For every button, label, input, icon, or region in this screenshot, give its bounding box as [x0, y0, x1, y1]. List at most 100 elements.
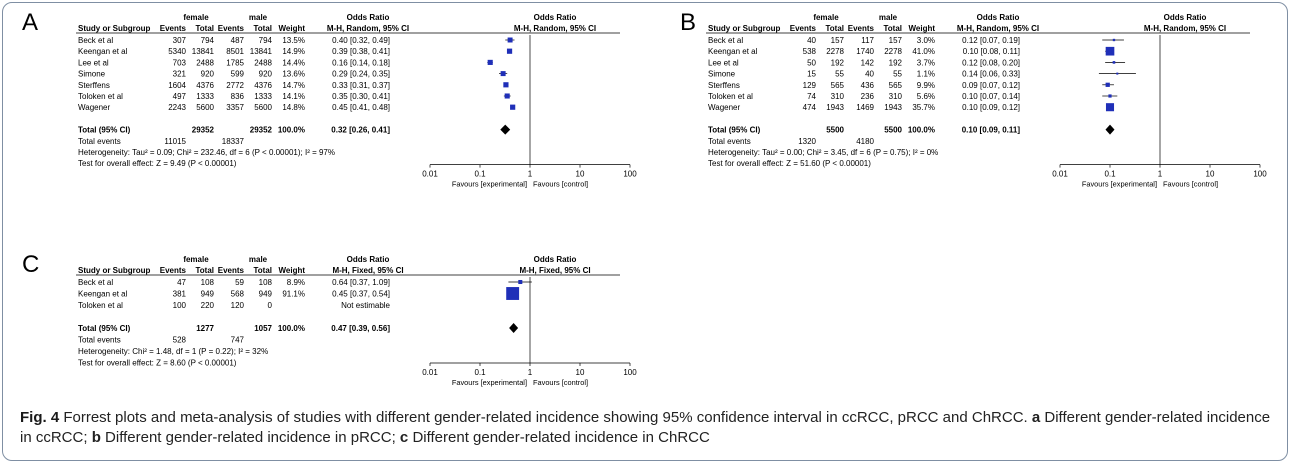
- study-weight: 9.9%: [917, 81, 935, 90]
- study-total1: 565: [831, 81, 845, 90]
- study-marker: [1105, 103, 1115, 112]
- pooled-diamond: [500, 124, 511, 135]
- caption-a: Different gender-related incidence in cc…: [20, 409, 1271, 446]
- method-left: M-H, Random, 95% CI: [327, 24, 409, 33]
- study-name: Beck et al: [78, 36, 113, 45]
- study-marker: [487, 59, 493, 65]
- x-tick-label: 10: [576, 170, 585, 179]
- study-events1: 321: [173, 70, 187, 79]
- study-name: Toloken et al: [708, 92, 753, 101]
- study-events2: 1469: [856, 103, 874, 112]
- col-header-study: Study or Subgroup: [78, 266, 151, 275]
- study-total2: 2278: [884, 47, 902, 56]
- study-total1: 220: [201, 301, 215, 310]
- study-name: Sterffens: [708, 81, 740, 90]
- study-marker: [503, 82, 509, 88]
- study-marker: [518, 279, 523, 285]
- study-name: Toloken et al: [78, 92, 123, 101]
- col-header-total2: Total: [253, 266, 272, 275]
- study-total2: 949: [259, 290, 273, 299]
- col-header-total2: Total: [253, 24, 272, 33]
- study-weight: 1.1%: [917, 70, 935, 79]
- study-events2: 2772: [226, 81, 244, 90]
- col-header-weight: Weight: [278, 266, 305, 275]
- study-events1: 538: [803, 47, 817, 56]
- study-ci: 0.64 [0.37, 1.09]: [332, 278, 390, 287]
- study-weight: 14.8%: [282, 103, 305, 112]
- total-total2: 5500: [884, 126, 902, 135]
- study-marker: [506, 48, 513, 54]
- heterogeneity: Heterogeneity: Tau² = 0.09; Chi² = 232.4…: [78, 148, 335, 157]
- study-ci: 0.12 [0.08, 0.20]: [962, 58, 1020, 67]
- total-label: Total (95% CI): [708, 126, 761, 135]
- study-total1: 2488: [196, 58, 214, 67]
- total-weight: 100.0%: [278, 324, 305, 333]
- panel-letter: B: [680, 9, 696, 36]
- study-weight: 3.7%: [917, 58, 935, 67]
- study-marker: [507, 37, 513, 43]
- study-weight: 35.7%: [912, 103, 935, 112]
- caption-c: Different gender-related incidence in Ch…: [412, 429, 710, 446]
- study-events2: 59: [235, 278, 244, 287]
- events-group2: 4180: [856, 137, 874, 146]
- study-events1: 1604: [168, 81, 186, 90]
- x-tick-label: 0.1: [474, 170, 486, 179]
- study-weight: 14.9%: [282, 47, 305, 56]
- study-name: Keengan et al: [78, 290, 128, 299]
- study-total1: 310: [831, 92, 845, 101]
- x-tick-label: 1: [1158, 170, 1163, 179]
- total-total2: 1057: [254, 324, 272, 333]
- study-total1: 55: [835, 70, 844, 79]
- study-events2: 8501: [226, 47, 244, 56]
- method-right: M-H, Random, 95% CI: [1144, 24, 1226, 33]
- study-total2: 2488: [254, 58, 272, 67]
- caption-text: Forrest plots and meta-analysis of studi…: [63, 409, 1028, 426]
- overall-effect: Test for overall effect: Z = 9.49 (P < 0…: [78, 159, 237, 168]
- total-total1: 5500: [826, 126, 844, 135]
- study-ci: 0.45 [0.37, 0.54]: [332, 290, 390, 299]
- caption-label: Fig. 4: [20, 409, 60, 426]
- study-name: Wagener: [78, 103, 111, 112]
- study-total1: 794: [201, 36, 215, 45]
- study-events2: 1785: [226, 58, 244, 67]
- x-tick-label: 1: [528, 368, 533, 377]
- col-header-weight: Weight: [908, 24, 935, 33]
- figure-caption: Fig. 4 Forrest plots and meta-analysis o…: [20, 408, 1275, 448]
- favours-left: Favours [experimental]: [1082, 180, 1157, 189]
- heterogeneity: Heterogeneity: Tau² = 0.00; Chi² = 3.45,…: [708, 148, 938, 157]
- study-name: Toloken et al: [78, 301, 123, 310]
- study-marker: [500, 71, 506, 77]
- study-events2: 40: [865, 70, 874, 79]
- events-label: Total events: [78, 137, 121, 146]
- caption-a-label: a: [1031, 409, 1041, 426]
- study-ci: Not estimable: [341, 301, 390, 310]
- favours-right: Favours [control]: [533, 378, 588, 387]
- x-tick-label: 0.01: [422, 170, 438, 179]
- study-events1: 497: [173, 92, 187, 101]
- events-label: Total events: [708, 137, 751, 146]
- study-ci: 0.39 [0.38, 0.41]: [332, 47, 390, 56]
- total-ci: 0.47 [0.39, 0.56]: [331, 324, 390, 333]
- method-left: M-H, Fixed, 95% CI: [332, 266, 403, 275]
- study-ci: 0.35 [0.30, 0.41]: [332, 92, 390, 101]
- overall-effect: Test for overall effect: Z = 51.60 (P < …: [708, 159, 871, 168]
- col-header-events1: Events: [790, 24, 817, 33]
- study-events1: 5340: [168, 47, 186, 56]
- study-name: Simone: [78, 70, 106, 79]
- study-weight: 91.1%: [282, 290, 305, 299]
- study-name: Lee et al: [78, 58, 109, 67]
- study-total2: 157: [889, 36, 903, 45]
- study-events1: 74: [807, 92, 816, 101]
- study-events2: 487: [231, 36, 245, 45]
- study-total1: 949: [201, 290, 215, 299]
- col-header-weight: Weight: [278, 24, 305, 33]
- x-tick-label: 100: [1253, 170, 1267, 179]
- panel-letter: A: [22, 9, 38, 36]
- method-right: M-H, Fixed, 95% CI: [519, 266, 590, 275]
- study-events2: 568: [231, 290, 245, 299]
- study-total2: 192: [889, 58, 903, 67]
- events-group1: 1320: [798, 137, 816, 146]
- group1-header: female: [183, 13, 209, 22]
- study-weight: 5.6%: [917, 92, 935, 101]
